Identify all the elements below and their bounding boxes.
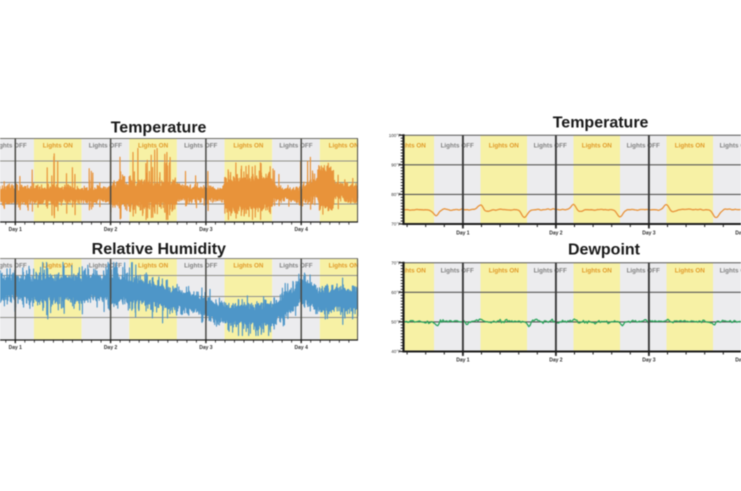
- svg-text:60°F: 60°F: [391, 290, 401, 295]
- svg-text:Lights OFF: Lights OFF: [0, 262, 27, 269]
- svg-text:Day 3: Day 3: [199, 227, 213, 233]
- svg-text:Day 4: Day 4: [735, 230, 741, 236]
- svg-text:Lights ON: Lights ON: [675, 142, 706, 149]
- svg-text:Lights ON: Lights ON: [43, 262, 74, 269]
- svg-text:Temperature: Temperature: [553, 114, 649, 131]
- svg-text:Lights OFF: Lights OFF: [534, 268, 567, 275]
- svg-text:Lights OFF: Lights OFF: [627, 142, 660, 149]
- svg-text:Dewpoint: Dewpoint: [568, 241, 641, 258]
- svg-text:50°F: 50°F: [391, 320, 401, 325]
- svg-text:Day 3: Day 3: [642, 357, 656, 363]
- svg-text:Relative Humidity: Relative Humidity: [92, 241, 226, 258]
- svg-text:Lights ON: Lights ON: [396, 268, 427, 275]
- svg-text:Lights ON: Lights ON: [582, 142, 613, 149]
- svg-text:Day 3: Day 3: [199, 345, 213, 351]
- svg-text:Day 1: Day 1: [9, 227, 23, 233]
- svg-text:80°F: 80°F: [391, 192, 401, 197]
- svg-text:Lights ON: Lights ON: [138, 262, 169, 269]
- svg-text:Lights OFF: Lights OFF: [184, 262, 217, 269]
- svg-text:Day 1: Day 1: [9, 345, 23, 351]
- svg-text:Day 3: Day 3: [642, 230, 656, 236]
- svg-text:Lights OFF: Lights OFF: [89, 262, 122, 269]
- svg-text:Lights OFF: Lights OFF: [441, 142, 474, 149]
- svg-text:Lights ON: Lights ON: [489, 268, 520, 275]
- svg-text:Lights OFF: Lights OFF: [89, 143, 122, 150]
- svg-text:Day 1: Day 1: [456, 357, 470, 363]
- svg-text:Lights ON: Lights ON: [329, 143, 360, 150]
- svg-text:Day 2: Day 2: [104, 345, 118, 351]
- svg-text:Day 4: Day 4: [295, 345, 309, 351]
- svg-text:70°F: 70°F: [391, 260, 401, 265]
- svg-text:Day 4: Day 4: [735, 357, 741, 363]
- svg-text:Lights OFF: Lights OFF: [279, 262, 312, 269]
- svg-text:Lights ON: Lights ON: [329, 262, 360, 269]
- svg-text:Lights ON: Lights ON: [582, 268, 613, 275]
- svg-text:Lights ON: Lights ON: [233, 143, 264, 150]
- svg-text:Lights ON: Lights ON: [43, 143, 74, 150]
- svg-text:Day 2: Day 2: [549, 230, 563, 236]
- svg-text:Day 4: Day 4: [295, 227, 309, 233]
- svg-text:Lights ON: Lights ON: [675, 268, 706, 275]
- svg-text:Lights OFF: Lights OFF: [720, 142, 741, 149]
- svg-text:Lights OFF: Lights OFF: [720, 268, 741, 275]
- svg-text:100°F: 100°F: [389, 133, 402, 138]
- svg-text:Temperature: Temperature: [111, 119, 207, 136]
- svg-text:Lights OFF: Lights OFF: [184, 143, 217, 150]
- svg-text:Lights ON: Lights ON: [233, 262, 264, 269]
- svg-text:Lights OFF: Lights OFF: [279, 143, 312, 150]
- svg-text:Lights ON: Lights ON: [138, 143, 169, 150]
- svg-text:Lights OFF: Lights OFF: [627, 268, 660, 275]
- svg-text:Lights OFF: Lights OFF: [441, 268, 474, 275]
- svg-text:Lights OFF: Lights OFF: [0, 143, 27, 150]
- svg-text:Lights OFF: Lights OFF: [534, 142, 567, 149]
- svg-text:Day 2: Day 2: [104, 227, 118, 233]
- svg-text:90°F: 90°F: [391, 162, 401, 167]
- svg-text:Lights ON: Lights ON: [396, 142, 427, 149]
- svg-text:40°F: 40°F: [391, 349, 401, 354]
- svg-text:Day 1: Day 1: [456, 230, 470, 236]
- svg-text:Day 2: Day 2: [549, 357, 563, 363]
- svg-text:Lights ON: Lights ON: [489, 142, 520, 149]
- svg-text:70°F: 70°F: [391, 222, 401, 227]
